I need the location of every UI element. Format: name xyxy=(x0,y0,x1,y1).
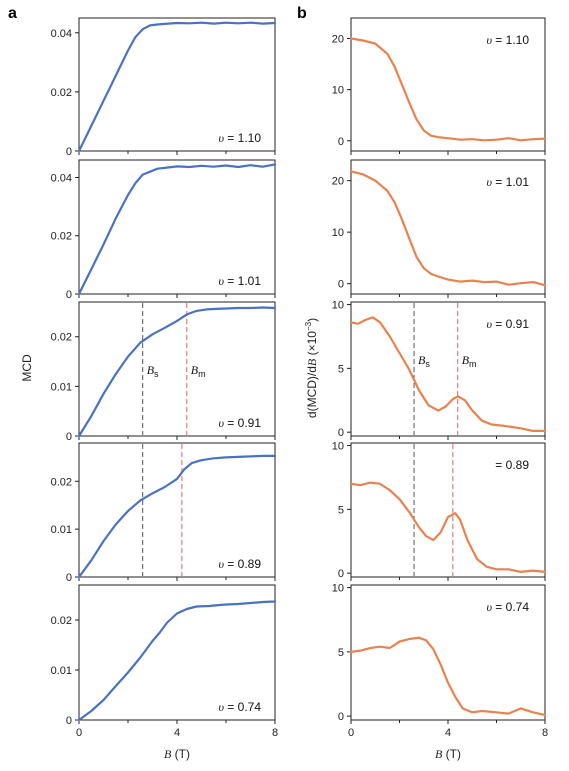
subplot-a-3: 0 0.01 0.02 Bs Bm υ = 0.91 xyxy=(51,301,277,443)
x-tick-label: 8 xyxy=(542,727,548,739)
y-tick-label: 0 xyxy=(338,279,344,291)
subplot-a-2: 0 0.02 0.04 υ = 1.01 xyxy=(51,159,277,301)
y-tick-label: 0 xyxy=(66,715,72,727)
data-series-line xyxy=(77,21,277,153)
filling-factor-annotation: υ = 0.74 xyxy=(218,700,261,714)
right-y-axis-label: d(MCD)/dB (×10−3) xyxy=(304,318,319,418)
y-tick-label: 10 xyxy=(332,441,344,453)
bm-marker-label: Bm xyxy=(462,353,477,369)
subplot-a-1: 0 0.02 0.04 υ = 1.10 xyxy=(51,17,277,158)
y-tick-label: 10 xyxy=(332,300,344,312)
filling-factor-annotation: υ = 1.10 xyxy=(486,33,529,47)
y-tick-label: 10 xyxy=(332,583,344,595)
subplot-b-1: 0 10 20 υ = 1.10 xyxy=(332,17,547,155)
data-series-line xyxy=(77,454,277,579)
y-tick-label: 5 xyxy=(338,504,344,516)
filling-factor-annotation: υ = 0.91 xyxy=(218,416,261,430)
bs-marker-label: Bs xyxy=(418,353,430,369)
subplot-a-4: 0 0.01 0.02 υ = 0.89 xyxy=(51,442,277,584)
bm-marker-label: Bm xyxy=(191,363,206,379)
y-tick-label: 20 xyxy=(332,33,344,45)
filling-factor-annotation: υ = 1.01 xyxy=(218,274,261,288)
y-tick-label: 0.02 xyxy=(51,87,72,99)
y-tick-label: 0 xyxy=(338,136,344,148)
y-tick-label: 0 xyxy=(66,289,72,301)
x-tick-label: 0 xyxy=(76,727,82,739)
y-tick-label: 10 xyxy=(332,227,344,239)
subplot-b-2: 0 10 20 υ = 1.01 xyxy=(332,159,547,298)
y-tick-label: 0.01 xyxy=(51,665,72,677)
y-tick-label: 0 xyxy=(338,711,344,723)
data-series-line xyxy=(349,170,547,287)
panel-label-b: b xyxy=(297,5,307,22)
x-tick-label: 0 xyxy=(348,727,354,739)
x-tick-label: 4 xyxy=(174,727,180,739)
subplot-b-5: 0 5 10 0 4 8 υ = 0.74 xyxy=(332,583,548,739)
y-tick-label: 0.04 xyxy=(51,172,72,184)
y-tick-label: 0.02 xyxy=(51,615,72,627)
data-series-line xyxy=(349,37,547,142)
y-tick-label: 5 xyxy=(338,647,344,659)
y-tick-label: 0.02 xyxy=(51,332,72,344)
y-tick-label: 0.01 xyxy=(51,524,72,536)
data-series-line xyxy=(349,316,547,432)
y-tick-label: 10 xyxy=(332,85,344,97)
subplot-a-5: 0 0.01 0.02 0 4 8 υ = 0.74 xyxy=(51,584,278,739)
data-series-line xyxy=(349,636,547,716)
left-y-axis-label: MCD xyxy=(20,354,34,382)
filling-factor-annotation: υ = 1.10 xyxy=(218,131,261,145)
y-tick-label: 5 xyxy=(338,363,344,375)
filling-factor-annotation: υ = 0.89 xyxy=(218,557,261,571)
filling-factor-annotation: υ = 1.01 xyxy=(486,175,529,189)
data-series-line xyxy=(77,306,277,438)
y-tick-label: 0 xyxy=(338,568,344,580)
x-tick-label: 4 xyxy=(445,727,451,739)
y-tick-label: 20 xyxy=(332,176,344,188)
y-tick-label: 0 xyxy=(338,427,344,439)
subplot-b-3: 0 5 10 Bs Bm υ = 0.91 xyxy=(332,300,547,440)
y-tick-label: 0.02 xyxy=(51,231,72,243)
filling-factor-annotation: = 0.89 xyxy=(495,458,529,472)
panel-label-a: a xyxy=(8,5,17,22)
data-series-line xyxy=(349,481,547,573)
filling-factor-annotation: υ = 0.91 xyxy=(486,317,529,331)
x-tick-label: 8 xyxy=(272,727,278,739)
data-series-line xyxy=(77,163,277,296)
y-tick-label: 0 xyxy=(66,146,72,158)
data-series-line xyxy=(77,600,277,722)
subplot-b-4: 0 5 10 = 0.89 xyxy=(332,441,547,581)
right-x-axis-label: B (T) xyxy=(435,747,461,761)
bs-marker-label: Bs xyxy=(147,363,159,379)
y-tick-label: 0.01 xyxy=(51,381,72,393)
y-tick-label: 0.02 xyxy=(51,476,72,488)
left-x-axis-label: B (T) xyxy=(164,747,190,761)
y-tick-label: 0.04 xyxy=(51,28,72,40)
y-tick-label: 0 xyxy=(66,572,72,584)
filling-factor-annotation: υ = 0.74 xyxy=(486,600,529,614)
y-tick-label: 0 xyxy=(66,431,72,443)
